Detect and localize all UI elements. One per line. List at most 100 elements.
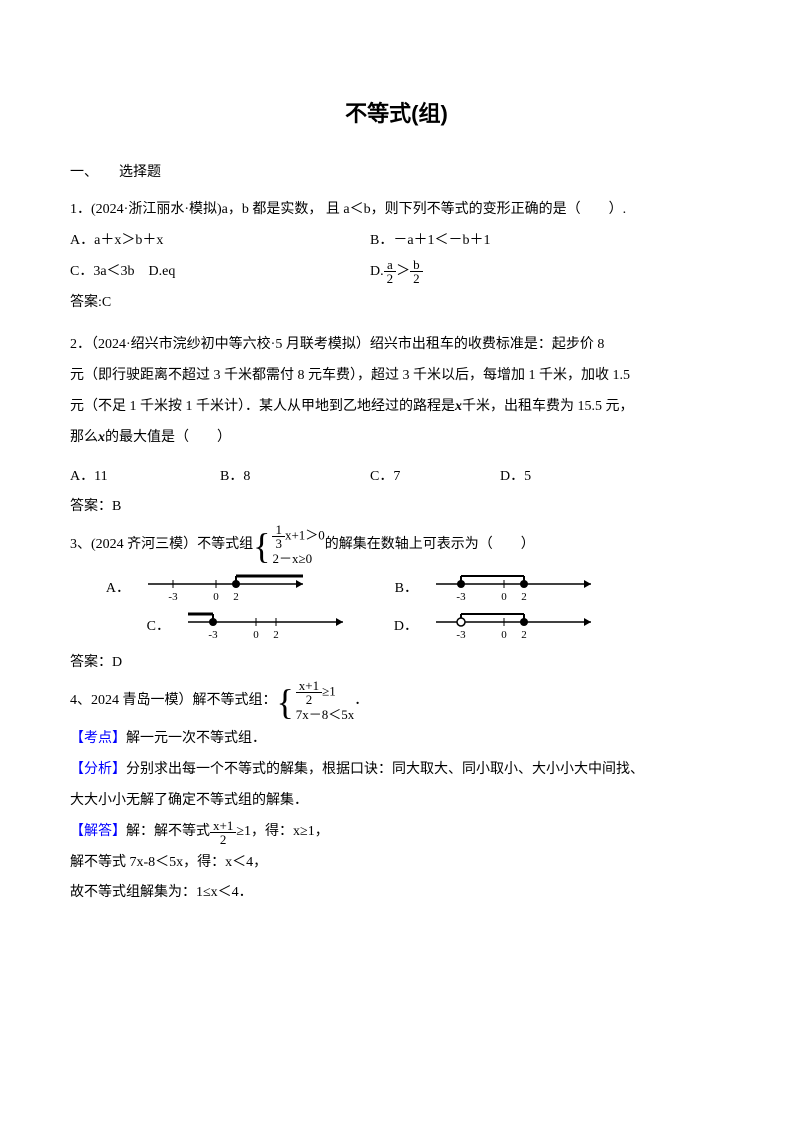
q4-step2: 解不等式 7x‐8＜5x，得：x＜4， [70,848,723,879]
q1-d-pre: D. [370,264,384,279]
q3-pre: 3、(2024 齐河三模）不等式组 [70,530,253,561]
frac-num: 1 [272,523,285,537]
spacer [70,454,723,462]
q4-fenxi2: 大大小小无解了确定不等式组的解集． [70,786,723,817]
jd-pre: 解：解不等式 [126,817,210,848]
svg-text:-3: -3 [208,629,218,641]
q4-eq1-post: ≥1 [322,684,336,699]
frac-den: 2 [303,693,316,706]
q2-optB: B．8 [220,462,370,493]
section-heading: 一、 选择题 [70,158,723,189]
q1-optD: D.a2＞b2 [370,257,423,288]
q3-eq2: 2－x≥0 [272,550,324,568]
q3-answer: 答案：D [70,648,723,679]
q4-system: { x+12≥1 7x－8＜5x [277,679,355,724]
frac-num: x+1 [296,679,322,693]
number-line-b: -3 0 2 [426,572,606,606]
q4-kaodian: 【考点】解一元一次不等式组． [70,724,723,755]
q1-frac2: b2 [410,258,423,285]
bracket-r: 】 [112,817,126,848]
frac-den: 2 [410,272,423,285]
x-var-icon: x [98,430,105,445]
svg-text:0: 0 [253,629,259,641]
jd-label: 解答 [84,817,112,848]
frac-den: 3 [272,537,285,550]
frac-den: 2 [384,272,397,285]
q4-dot: ． [354,686,368,717]
q4-step3: 故不等式组解集为：1≤x＜4． [70,878,723,909]
svg-text:-3: -3 [456,629,466,641]
q3-system: { 13x+1＞0 2－x≥0 [253,523,325,568]
q2-l4b: 的最大值是（ ） [105,430,231,445]
page-title: 不等式(组) [70,90,723,138]
jd-post: ≥1，得：x≥1， [236,817,328,848]
q2-l3a: 元（不足 1 千米按 1 千米计）．某人从甲地到乙地经过的路程是 [70,399,455,414]
q3-row1: A． -3 0 2 B． -3 0 2 [70,572,723,606]
q2-optD: D．5 [500,462,531,493]
svg-text:2: 2 [521,591,527,603]
q4-stem: 4、2024 青岛一模）解不等式组： { x+12≥1 7x－8＜5x ． [70,679,723,724]
svg-text:2: 2 [273,629,279,641]
q1-optA: A．a＋x＞b＋x [70,226,370,257]
fx-text: 分别求出每一个不等式的解集，根据口诀：同大取大、同小取小、大小小大中间找、 [126,762,644,777]
q3-labelC: C． [70,612,178,643]
q1-answer: 答案:C [70,288,723,319]
q3-post: 的解集在数轴上可表示为（ ） [325,530,535,561]
q4-fenxi: 【分析】分别求出每一个不等式的解集，根据口诀：同大取大、同小取小、大小小大中间找… [70,755,723,786]
q4-eq2: 7x－8＜5x [296,706,355,724]
bracket-l: 【 [70,731,84,746]
brace-content: x+12≥1 7x－8＜5x [296,679,355,724]
q1-optC: C．3a＜3b D.eq [70,257,370,288]
spacer [70,318,723,330]
frac-num: a [384,258,396,272]
q4-frac1: x+12 [296,679,322,706]
q3-labelA: A． [70,574,138,605]
q3-labelB: B． [388,574,426,605]
q2-options: A．11 B．8 C．7 D．5 [70,462,723,493]
q2-l3b: 千米，出租车费为 15.5 元， [462,399,634,414]
brace-content: 13x+1＞0 2－x≥0 [272,523,324,568]
q3-eq1-text: x+1＞0 [285,528,325,543]
kd-text: 解一元一次不等式组． [126,731,266,746]
kd-label: 考点 [84,731,112,746]
q2-l4a: 那么 [70,430,98,445]
frac-num: b [410,258,423,272]
svg-text:0: 0 [501,629,507,641]
bracket-l: 【 [70,817,84,848]
q2-l1: 2．（2024·绍兴市浣纱初中等六校·5 月联考模拟）绍兴市出租车的收费标准是：… [70,330,723,361]
q1-gt: ＞ [396,264,410,279]
q4-frac2: x+12 [210,819,236,846]
q4-jieda: 【解答】解：解不等式x+12≥1，得：x≥1， [70,817,723,848]
svg-text:-3: -3 [168,591,178,603]
svg-text:2: 2 [233,591,239,603]
q2-optA: A．11 [70,462,220,493]
q1-stem: 1．(2024·浙江丽水·模拟)a，b 都是实数， 且 a＜b，则下列不等式的变… [70,195,723,226]
svg-text:0: 0 [213,591,219,603]
q1-frac1: a2 [384,258,397,285]
bracket-r: 】 [112,762,126,777]
q2-l3: 元（不足 1 千米按 1 千米计）．某人从甲地到乙地经过的路程是x千米，出租车费… [70,392,723,423]
q3-labelD: D． [388,612,426,643]
number-line-c: -3 0 2 [178,610,358,644]
number-line-d: -3 0 2 [426,610,606,644]
q4-pre: 4、2024 青岛一模）解不等式组： [70,686,277,717]
fx-label: 分析 [84,762,112,777]
q2-l4: 那么x的最大值是（ ） [70,423,723,454]
bracket-l: 【 [70,762,84,777]
brace-icon: { [253,528,270,564]
q2-l2: 元（即行驶距离不超过 3 千米都需付 8 元车费），超过 3 千米以后，每增加 … [70,361,723,392]
q2-optC: C．7 [370,462,500,493]
bracket-r: 】 [112,731,126,746]
page: 不等式(组) 一、 选择题 1．(2024·浙江丽水·模拟)a，b 都是实数， … [0,0,793,969]
x-var-icon: x [455,399,462,414]
svg-text:0: 0 [501,591,507,603]
q3-frac: 13 [272,523,285,550]
q3-row2: C． -3 0 2 D． -3 0 2 [70,610,723,644]
q3-stem: 3、(2024 齐河三模）不等式组 { 13x+1＞0 2－x≥0 的解集在数轴… [70,523,723,568]
q1-optB: B．－a＋1＜－b＋1 [370,226,491,257]
svg-text:-3: -3 [456,591,466,603]
svg-text:2: 2 [521,629,527,641]
brace-icon: { [277,684,294,720]
q1-row1: A．a＋x＞b＋x B．－a＋1＜－b＋1 [70,226,723,257]
q1-row2: C．3a＜3b D.eq D.a2＞b2 [70,257,723,288]
